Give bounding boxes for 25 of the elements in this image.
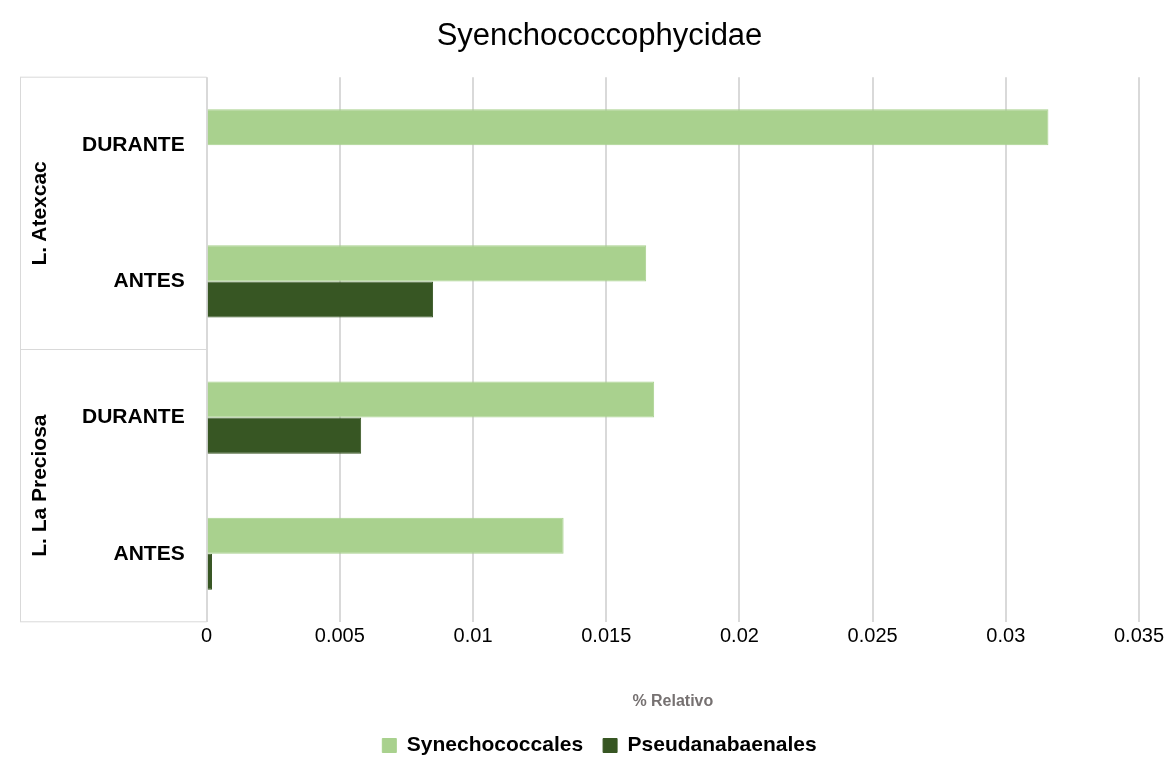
legend-label: Pseudanabaenales (627, 732, 817, 756)
y-tick-label: ANTES (113, 540, 185, 564)
x-tick-label: 0.02 (719, 624, 759, 647)
bar (207, 109, 1049, 146)
y-tick-label: ANTES (113, 268, 185, 292)
bar (207, 245, 647, 282)
bar (207, 417, 362, 454)
x-tick-label: 0 (201, 624, 213, 647)
x-tick-label: 0.015 (581, 624, 632, 647)
legend-label: Synechococcales (406, 732, 584, 756)
bar (207, 381, 655, 418)
text: L. Atexcac (26, 160, 50, 266)
x-tick-label: 0.025 (847, 624, 898, 647)
x-axis-title: % Relativo (632, 691, 714, 709)
chart-title: Syenchococcophycidae (436, 17, 763, 53)
x-tick-label: 0.005 (314, 624, 365, 647)
x-tick-label: 0.03 (986, 624, 1026, 647)
y-tick-label: DURANTE (81, 404, 185, 428)
x-tick-label: 0.035 (1113, 624, 1165, 647)
bar (207, 517, 564, 554)
text: L. La Preciosa (26, 414, 50, 557)
x-tick-label: 0.01 (453, 624, 493, 647)
bar (207, 553, 212, 590)
bar (207, 281, 434, 318)
y-tick-label: DURANTE (81, 132, 185, 156)
